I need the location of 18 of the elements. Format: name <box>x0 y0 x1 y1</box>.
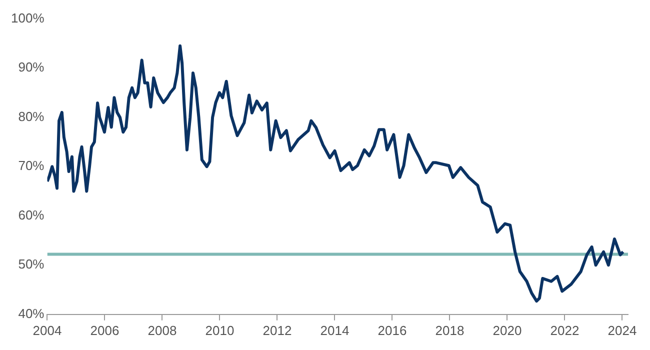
x-tick-label: 2016 <box>378 322 407 338</box>
x-tick-label: 2024 <box>608 322 637 338</box>
x-tick-label: 2006 <box>90 322 120 338</box>
x-tick-label: 2010 <box>205 322 234 338</box>
x-tick-label: 2012 <box>262 322 292 338</box>
x-tick-label: 2014 <box>320 322 350 338</box>
y-tick-label: 40% <box>18 306 45 321</box>
x-tick-label: 2022 <box>550 322 580 338</box>
x-tick-label: 2018 <box>435 322 464 338</box>
y-tick-label: 90% <box>18 60 45 75</box>
y-tick-label: 50% <box>18 256 45 272</box>
y-tick-label: 80% <box>18 108 45 124</box>
x-tick-label: 2020 <box>492 322 522 338</box>
y-tick-label: 70% <box>18 158 45 174</box>
y-tick-label: 60% <box>18 207 45 222</box>
x-tick-label: 2008 <box>148 322 177 338</box>
x-tick-label: 2004 <box>32 322 62 338</box>
y-tick-label: 100% <box>11 10 45 26</box>
